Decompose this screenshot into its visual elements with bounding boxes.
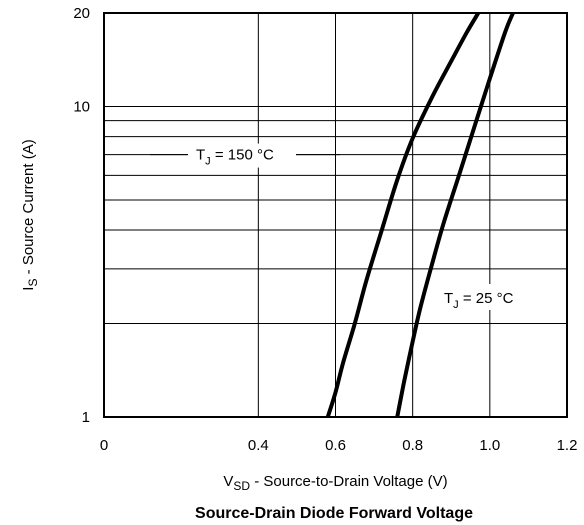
annotation-150-background: [188, 143, 296, 168]
y-tick-labels: 1 10 20: [73, 5, 90, 426]
plot-frame: [103, 12, 568, 418]
y-axis-title: IS - Source Current (A): [20, 139, 40, 290]
annotation-25-background: [438, 284, 546, 310]
x-tick-label: 1.2: [557, 437, 578, 454]
y-tick-label: 20: [73, 5, 90, 22]
curves: [325, 11, 515, 418]
grid: [104, 13, 567, 417]
curve-tj-150: [325, 11, 480, 418]
x-axis-title: VSD - Source-to-Drain Voltage (V): [223, 473, 447, 493]
annotation-tj-150: TJ = 150 °C: [196, 147, 274, 168]
y-tick-label: 10: [73, 98, 90, 115]
x-tick-label: 1.0: [479, 437, 500, 454]
x-tick-label: 0.6: [325, 437, 346, 454]
y-tick-label: 1: [82, 409, 90, 426]
x-tick-label: 0.4: [248, 437, 269, 454]
x-tick-labels: 0 0.4 0.6 0.8 1.0 1.2: [100, 437, 578, 454]
x-tick-label: 0: [100, 437, 108, 454]
chart-title: Source-Drain Diode Forward Voltage: [195, 505, 473, 522]
x-tick-label: 0.8: [402, 437, 423, 454]
curve-tj-25: [395, 12, 515, 418]
annotation-tj-25: TJ = 25 °C: [444, 290, 514, 311]
